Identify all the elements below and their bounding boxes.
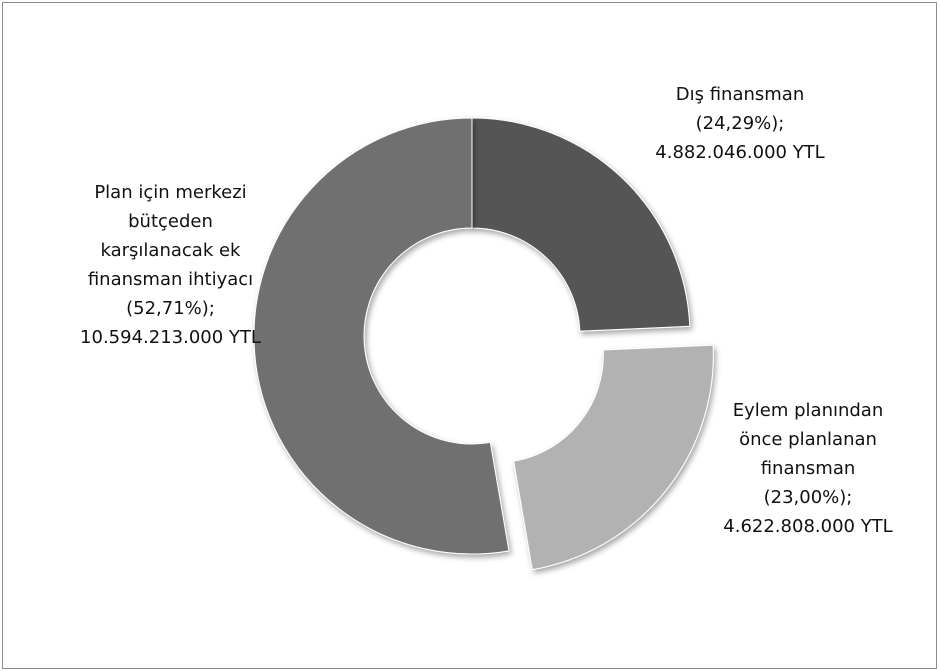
slice-percent: (52,71%);: [126, 298, 215, 319]
donut-slice: [253, 117, 510, 555]
slice-name: Dış finansman: [675, 84, 805, 105]
slice-label: Plan için merkezi bütçeden karşılanacak …: [78, 178, 263, 352]
slice-label: Dış finansman (24,29%); 4.882.046.000 YT…: [645, 80, 835, 167]
slice-amount: 4.882.046.000 YTL: [655, 142, 825, 163]
donut-slice: [513, 344, 714, 571]
slice-name: Plan için merkezi bütçeden karşılanacak …: [87, 182, 254, 290]
slice-name: Eylem planından önce planlanan finansman: [732, 400, 884, 479]
slice-amount: 10.594.213.000 YTL: [80, 327, 261, 348]
donut-slice: [471, 117, 691, 332]
slice-amount: 4.622.808.000 YTL: [723, 516, 893, 537]
slice-percent: (24,29%);: [695, 113, 785, 134]
slice-label: Eylem planından önce planlanan finansman…: [718, 396, 898, 541]
slice-percent: (23,00%);: [763, 487, 853, 508]
